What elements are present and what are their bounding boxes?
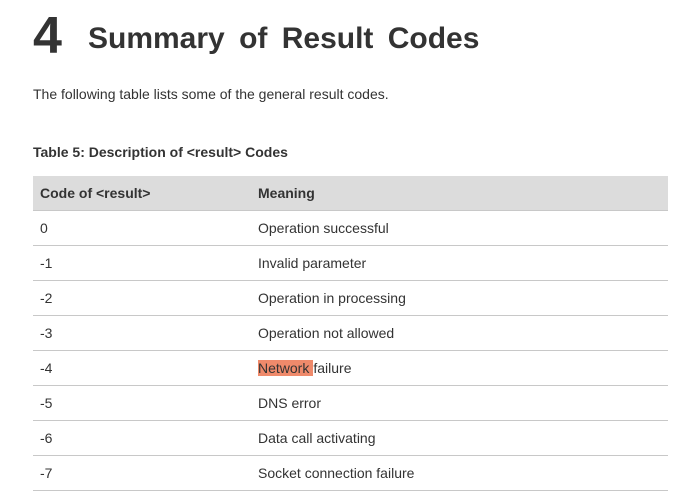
cell-text: failure: [313, 360, 352, 376]
table-row: -6 Data call activating: [33, 421, 668, 456]
table-row: 0 Operation successful: [33, 211, 668, 246]
table-row: -2 Operation in processing: [33, 281, 668, 316]
intro-text: The following table lists some of the ge…: [33, 86, 389, 102]
table-cell: -2: [40, 290, 53, 306]
table-cell: -4: [40, 360, 53, 376]
table-row: -4 Network failure: [33, 351, 668, 386]
highlighted-text: Network: [258, 360, 314, 376]
table-cell: -1: [40, 255, 53, 271]
table-row: -3 Operation not allowed: [33, 316, 668, 351]
table-cell: -6: [40, 430, 53, 446]
table-row: -5 DNS error: [33, 386, 668, 421]
table-cell: Socket connection failure: [258, 465, 415, 481]
table-cell: -3: [40, 325, 53, 341]
table-caption: Table 5: Description of <result> Codes: [33, 144, 288, 160]
table: Code of <result> Meaning 0 Operation succes…: [33, 176, 668, 491]
table-row: -7 Socket connection failure: [33, 456, 668, 491]
table-cell: Operation successful: [258, 220, 389, 236]
table-cell: -5: [40, 395, 53, 411]
table-cell: 0: [40, 220, 48, 236]
section-number: 4: [33, 7, 62, 65]
table-cell: DNS error: [258, 395, 322, 411]
table-cell: Operation not allowed: [258, 325, 395, 341]
header-cell: Code of <result>: [40, 185, 151, 201]
table-row: -1 Invalid parameter: [33, 246, 668, 281]
header-row: Code of <result> Meaning: [33, 176, 668, 211]
table-cell: Data call activating: [258, 430, 376, 446]
section-title: Summary of Result Codes: [88, 22, 480, 55]
table-cell: Operation in processing: [258, 290, 406, 306]
table-cell: -7: [40, 465, 53, 481]
table-cell: Network failure: [258, 351, 352, 385]
header-cell: Meaning: [258, 185, 315, 201]
table-cell: Invalid parameter: [258, 255, 367, 271]
